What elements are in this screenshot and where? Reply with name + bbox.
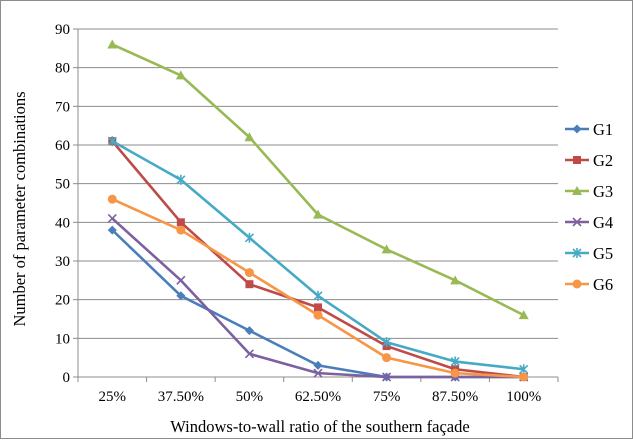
y-tick-label: 90 [55, 22, 70, 38]
data-point [382, 337, 392, 348]
data-point-stroke [244, 349, 254, 359]
data-point [107, 225, 117, 235]
data-point [244, 349, 254, 359]
y-tick-label: 70 [55, 99, 70, 115]
series-g5 [107, 136, 529, 375]
y-tick-label: 30 [55, 254, 70, 270]
axes [73, 28, 559, 382]
data-point [519, 372, 529, 382]
data-point [244, 132, 255, 142]
data-point [107, 136, 117, 147]
data-point [245, 280, 254, 289]
data-point-stroke [176, 275, 186, 285]
x-tick-label: 37.50% [158, 389, 204, 405]
data-point [176, 291, 186, 301]
x-tick-label: 25% [99, 389, 127, 405]
series-group [107, 39, 529, 382]
data-point [244, 326, 254, 336]
data-point [572, 279, 582, 289]
legend-label: G4 [593, 213, 613, 232]
legend: G1 G2 G3 G4 G5 G6 [565, 120, 613, 294]
x-axis-title: Windows-to-wall ratio of the southern fa… [170, 417, 469, 436]
data-point [244, 232, 254, 243]
data-point [176, 275, 186, 285]
data-point [382, 372, 392, 382]
y-axis-title: Number of parameter combinations [10, 91, 29, 326]
data-point [450, 356, 460, 367]
data-point [176, 218, 185, 227]
data-point-stroke [572, 217, 582, 227]
legend-item-g1: G1 [565, 120, 613, 139]
series-g6 [107, 194, 529, 382]
data-point [573, 156, 581, 164]
legend-item-g6: G6 [565, 275, 613, 294]
legend-label: G2 [593, 151, 613, 170]
y-tick-label: 50 [55, 177, 70, 193]
data-point [450, 275, 461, 285]
legend-item-g5: G5 [565, 244, 613, 263]
x-tick-labels: 25% 37.50% 50% 62.50% 75% 87.50% 100% [99, 389, 542, 405]
data-point [176, 225, 186, 235]
legend-label: G5 [593, 244, 613, 263]
legend-item-g3: G3 [565, 182, 613, 201]
legend-item-g2: G2 [565, 151, 613, 170]
data-point [572, 217, 582, 227]
x-tick-label: 87.50% [432, 389, 478, 405]
data-point [107, 194, 117, 204]
data-point [107, 39, 118, 49]
data-point [572, 124, 582, 134]
data-point [572, 186, 582, 195]
data-point [176, 174, 186, 185]
y-tick-label: 0 [63, 370, 71, 386]
data-point [107, 213, 117, 224]
series-line [111, 140, 524, 371]
data-point [314, 303, 322, 312]
data-point [313, 290, 323, 301]
data-point [518, 310, 529, 320]
y-tick-label: 80 [55, 61, 70, 77]
data-point [175, 70, 186, 80]
data-point-stroke [382, 372, 392, 382]
data-point-stroke [107, 213, 117, 224]
series-g3 [107, 39, 529, 320]
x-tick-label: 100% [506, 389, 541, 405]
data-point [381, 244, 392, 254]
data-point [313, 360, 323, 370]
x-tick-label: 50% [236, 389, 264, 405]
y-tick-label: 10 [55, 331, 70, 347]
y-tick-label: 60 [55, 138, 70, 154]
x-tick-label: 62.50% [295, 389, 341, 405]
legend-label: G6 [593, 275, 613, 294]
y-tick-label: 20 [55, 293, 70, 309]
data-point-stroke [313, 368, 323, 378]
x-tick-label: 75% [373, 389, 401, 405]
data-point [313, 209, 323, 219]
data-point [572, 248, 582, 258]
data-point [382, 353, 392, 363]
data-point [313, 368, 323, 378]
data-point [244, 268, 254, 278]
data-point [313, 310, 323, 320]
legend-label: G3 [593, 182, 613, 201]
legend-item-g4: G4 [565, 213, 613, 232]
y-tick-labels: 0 10 20 30 40 50 60 70 80 90 [55, 22, 70, 386]
legend-label: G1 [593, 120, 613, 139]
y-tick-label: 40 [55, 215, 70, 231]
data-point [450, 368, 460, 378]
